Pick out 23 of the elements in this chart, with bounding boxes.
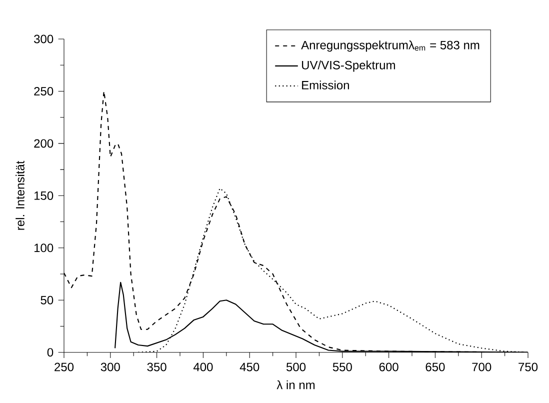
legend-label: Anregungsspektrumλ$_{em}$ = 583 nm: [301, 40, 480, 52]
y-tick-label: 200: [34, 139, 54, 148]
x-tick-label: 300: [100, 362, 120, 372]
x-tick-label: 750: [518, 362, 538, 372]
y-tick-label: 150: [34, 191, 54, 200]
x-tick-label: 500: [286, 362, 306, 372]
x-tick-label: 250: [54, 362, 74, 372]
y-tick-label: 50: [40, 296, 54, 304]
y-tick-label: 100: [34, 244, 54, 252]
x-tick-label: 400: [193, 362, 213, 372]
x-tick-label: 350: [147, 362, 166, 372]
legend-label: UV/VIS-Spektrum: [302, 60, 395, 72]
x-tick-label: 600: [379, 362, 398, 372]
y-tick-label: 250: [34, 86, 54, 96]
y-tick-label: 0: [47, 348, 54, 357]
x-tick-label: 700: [472, 362, 492, 372]
y-axis-title: rel. Intensität: [16, 160, 24, 230]
legend-label: Emission: [302, 80, 349, 90]
x-tick-label: 650: [426, 362, 445, 372]
y-tick-label: 300: [34, 34, 54, 44]
x-axis-title: λ in nm: [276, 380, 315, 390]
x-tick-label: 550: [332, 362, 352, 372]
x-tick-label: 450: [240, 362, 260, 372]
